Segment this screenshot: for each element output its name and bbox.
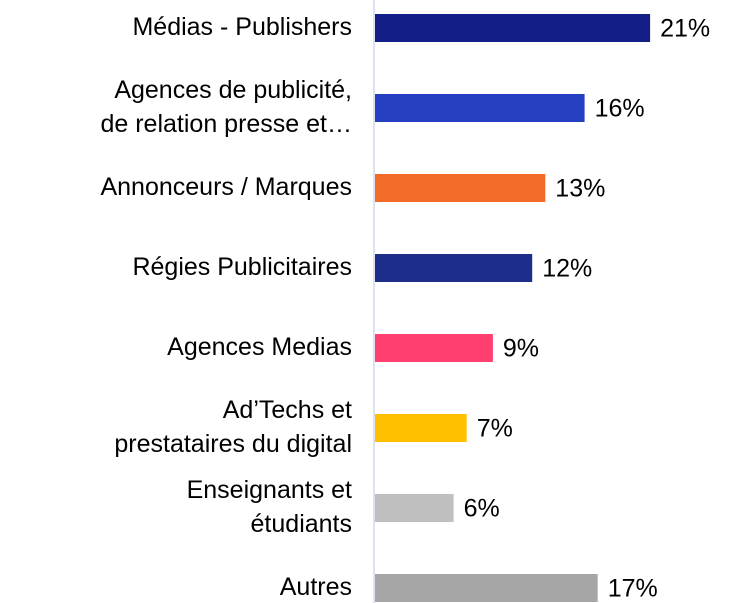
category-label-line: Agences de publicité, <box>114 76 352 104</box>
data-label: 12% <box>542 255 592 283</box>
bar <box>375 414 467 442</box>
category-label-line: étudiants <box>251 510 352 538</box>
bar <box>375 14 651 42</box>
category-label-line: Ad’Techs et <box>223 396 352 424</box>
category-label-line: prestataires du digital <box>114 430 352 458</box>
category-label-line: Annonceurs / Marques <box>100 173 352 201</box>
bar <box>375 494 454 522</box>
category-label: Médias - Publishers <box>132 13 352 41</box>
bar <box>375 174 546 202</box>
data-label: 13% <box>555 175 605 203</box>
category-label: Ad’Techs et prestataires du digital <box>114 396 352 458</box>
category-label: Agences de publicité, de relation presse … <box>100 76 352 138</box>
category-label: Agences Medias <box>167 333 352 361</box>
bar <box>375 334 493 362</box>
category-label-line: de relation presse et… <box>100 110 352 138</box>
category-label-line: Enseignants et <box>187 476 352 504</box>
category-label-line: Régies Publicitaires <box>132 253 352 281</box>
data-label: 21% <box>660 15 710 43</box>
category-label: Autres <box>280 573 352 601</box>
data-label: 7% <box>477 415 513 443</box>
category-label: Annonceurs / Marques <box>100 173 352 201</box>
category-label-line: Médias - Publishers <box>132 13 352 41</box>
data-label: 16% <box>595 95 645 123</box>
bar <box>375 94 585 122</box>
bar <box>375 574 598 602</box>
category-label: Régies Publicitaires <box>132 253 352 281</box>
category-label-line: Autres <box>280 573 352 601</box>
data-label: 9% <box>503 335 539 363</box>
category-label-line: Agences Medias <box>167 333 352 361</box>
data-label: 17% <box>608 575 658 603</box>
data-label: 6% <box>464 495 500 523</box>
bar <box>375 254 533 282</box>
category-label: Enseignants et étudiants <box>187 476 352 538</box>
